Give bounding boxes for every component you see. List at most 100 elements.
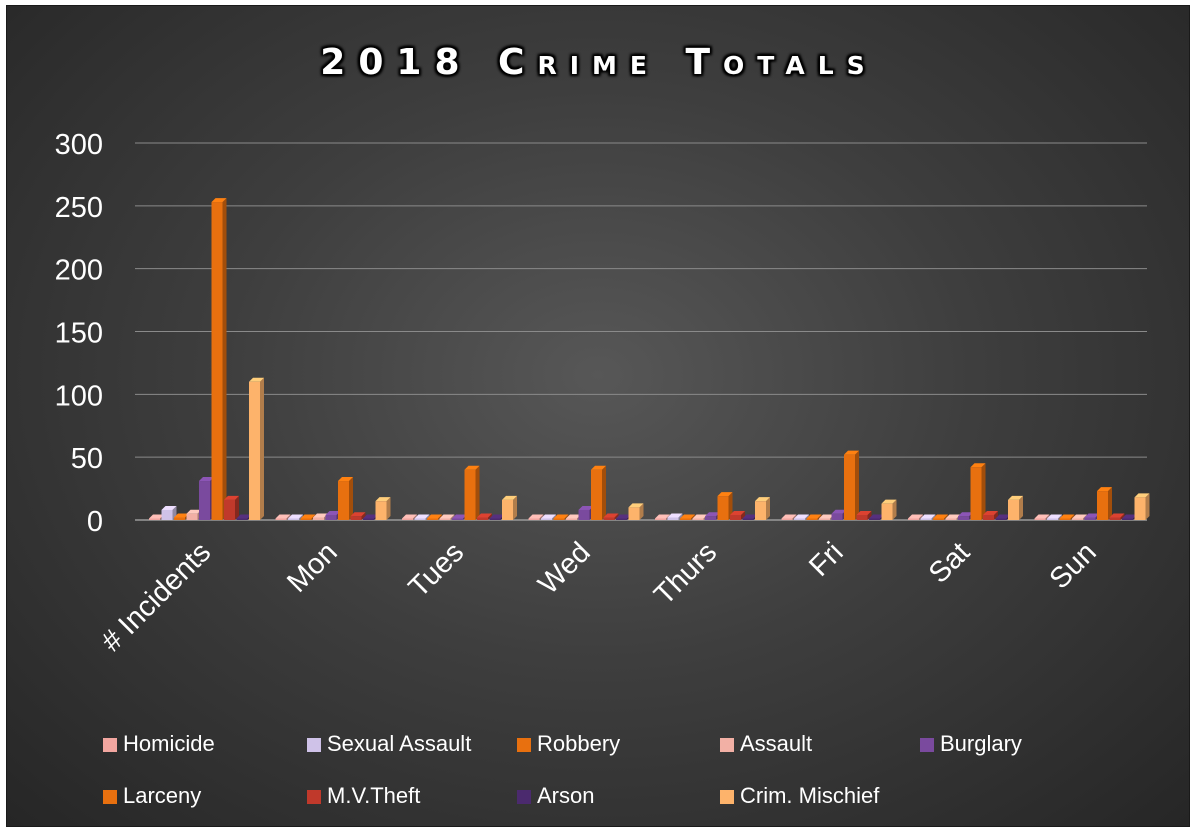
bar-front (881, 503, 893, 520)
bar-top (199, 477, 214, 482)
bar-front (414, 518, 426, 520)
legend-item: Burglary (920, 730, 1022, 758)
bar-top (452, 514, 467, 519)
bar-side (805, 514, 809, 520)
bar-side (539, 514, 544, 520)
x-category-label: Wed (532, 536, 596, 600)
bar-front (831, 513, 843, 520)
bar-top (578, 505, 594, 510)
legend-item: M.V.Theft (307, 782, 420, 810)
bars (149, 198, 1150, 520)
bar-robbery-7 (1059, 514, 1075, 520)
bar-front (325, 514, 337, 520)
bar-top (502, 495, 517, 500)
bar-top (249, 377, 264, 382)
bar-top (224, 495, 239, 500)
legend-swatch (517, 738, 531, 752)
bar-side (450, 514, 455, 520)
bar-front (161, 509, 173, 520)
bar-larceny-5 (844, 450, 859, 520)
legend-item: Crim. Mischief (720, 782, 879, 810)
bar-top (313, 513, 328, 518)
bar-side (919, 514, 923, 520)
x-category-label: Fri (803, 536, 850, 583)
bar-front (591, 469, 602, 520)
bar-front (1034, 518, 1046, 520)
bar-front (667, 517, 679, 520)
bar-front (477, 517, 488, 520)
bar-robbery-2 (427, 514, 442, 520)
bar-top (553, 514, 569, 519)
bar-front (680, 518, 691, 520)
legend-item: Larceny (103, 782, 201, 810)
bar-top (338, 477, 353, 482)
bar-top (1097, 487, 1112, 492)
bar-crim-mischief-2 (502, 495, 517, 520)
bar-front (616, 518, 627, 520)
bar-front (553, 518, 565, 520)
legend-swatch (920, 738, 934, 752)
bar-side (1058, 514, 1062, 520)
grid-lines (135, 142, 1147, 521)
bar-robbery-6 (933, 514, 948, 520)
bar-m-v-theft-0 (224, 495, 239, 520)
legend-label: Arson (537, 783, 595, 808)
bar-top (1134, 493, 1150, 498)
bar-front (844, 454, 855, 520)
bar-front (502, 499, 513, 520)
bar-m-v-theft-3 (603, 513, 619, 520)
bar-front (363, 518, 374, 520)
y-tick-label: 200 (55, 255, 103, 287)
bar-m-v-theft-7 (1109, 513, 1125, 520)
bar-top (831, 509, 847, 514)
bar-sexual-assault-3 (541, 514, 556, 520)
bar-front (717, 496, 729, 520)
bar-top (844, 450, 859, 455)
y-tick-label: 150 (55, 318, 103, 350)
bar-top (970, 463, 986, 468)
bar-homicide-1 (275, 514, 291, 520)
bar-side (425, 514, 430, 520)
bar-front (1059, 518, 1071, 520)
bar-top (541, 514, 556, 519)
bar-side (691, 514, 695, 520)
legend-swatch (103, 790, 117, 804)
bar-front (742, 518, 754, 520)
bar-front (755, 501, 766, 520)
y-tick-label: 0 (87, 506, 103, 538)
bar-front (224, 499, 235, 520)
bar-sexual-assault-1 (288, 514, 303, 520)
x-category-label: Mon (281, 536, 344, 599)
bar-top (1122, 514, 1137, 519)
chart-title: 2018 Crime Totals (320, 42, 878, 83)
bar-front (945, 518, 957, 520)
bar-front (705, 516, 716, 520)
bar-side (792, 514, 797, 520)
bar-top (174, 513, 189, 518)
bar-larceny-7 (1097, 487, 1112, 520)
bar-top (325, 510, 341, 515)
legend-swatch (720, 738, 734, 752)
bar-side (488, 513, 492, 520)
x-category-label: Thurs (648, 536, 723, 611)
bar-front (375, 501, 387, 520)
legend-item: Sexual Assault (307, 730, 471, 758)
bar-sexual-assault-6 (920, 514, 936, 520)
bar-front (186, 513, 198, 520)
bar-side (1145, 493, 1150, 520)
bar-top (427, 514, 442, 519)
bar-top (603, 513, 619, 518)
bar-crim-mischief-1 (375, 497, 391, 520)
bar-m-v-theft-1 (350, 512, 366, 520)
bar-side (855, 450, 859, 520)
bar-top (439, 514, 455, 519)
bar-front (199, 481, 210, 520)
bar-top (414, 514, 430, 519)
bar-front (1072, 518, 1083, 520)
y-tick-label: 50 (71, 443, 103, 475)
bar-front (920, 518, 932, 520)
bar-crim-mischief-4 (755, 497, 770, 520)
bar-top (920, 514, 936, 519)
bar-top (236, 514, 252, 519)
bar-side (994, 510, 998, 520)
